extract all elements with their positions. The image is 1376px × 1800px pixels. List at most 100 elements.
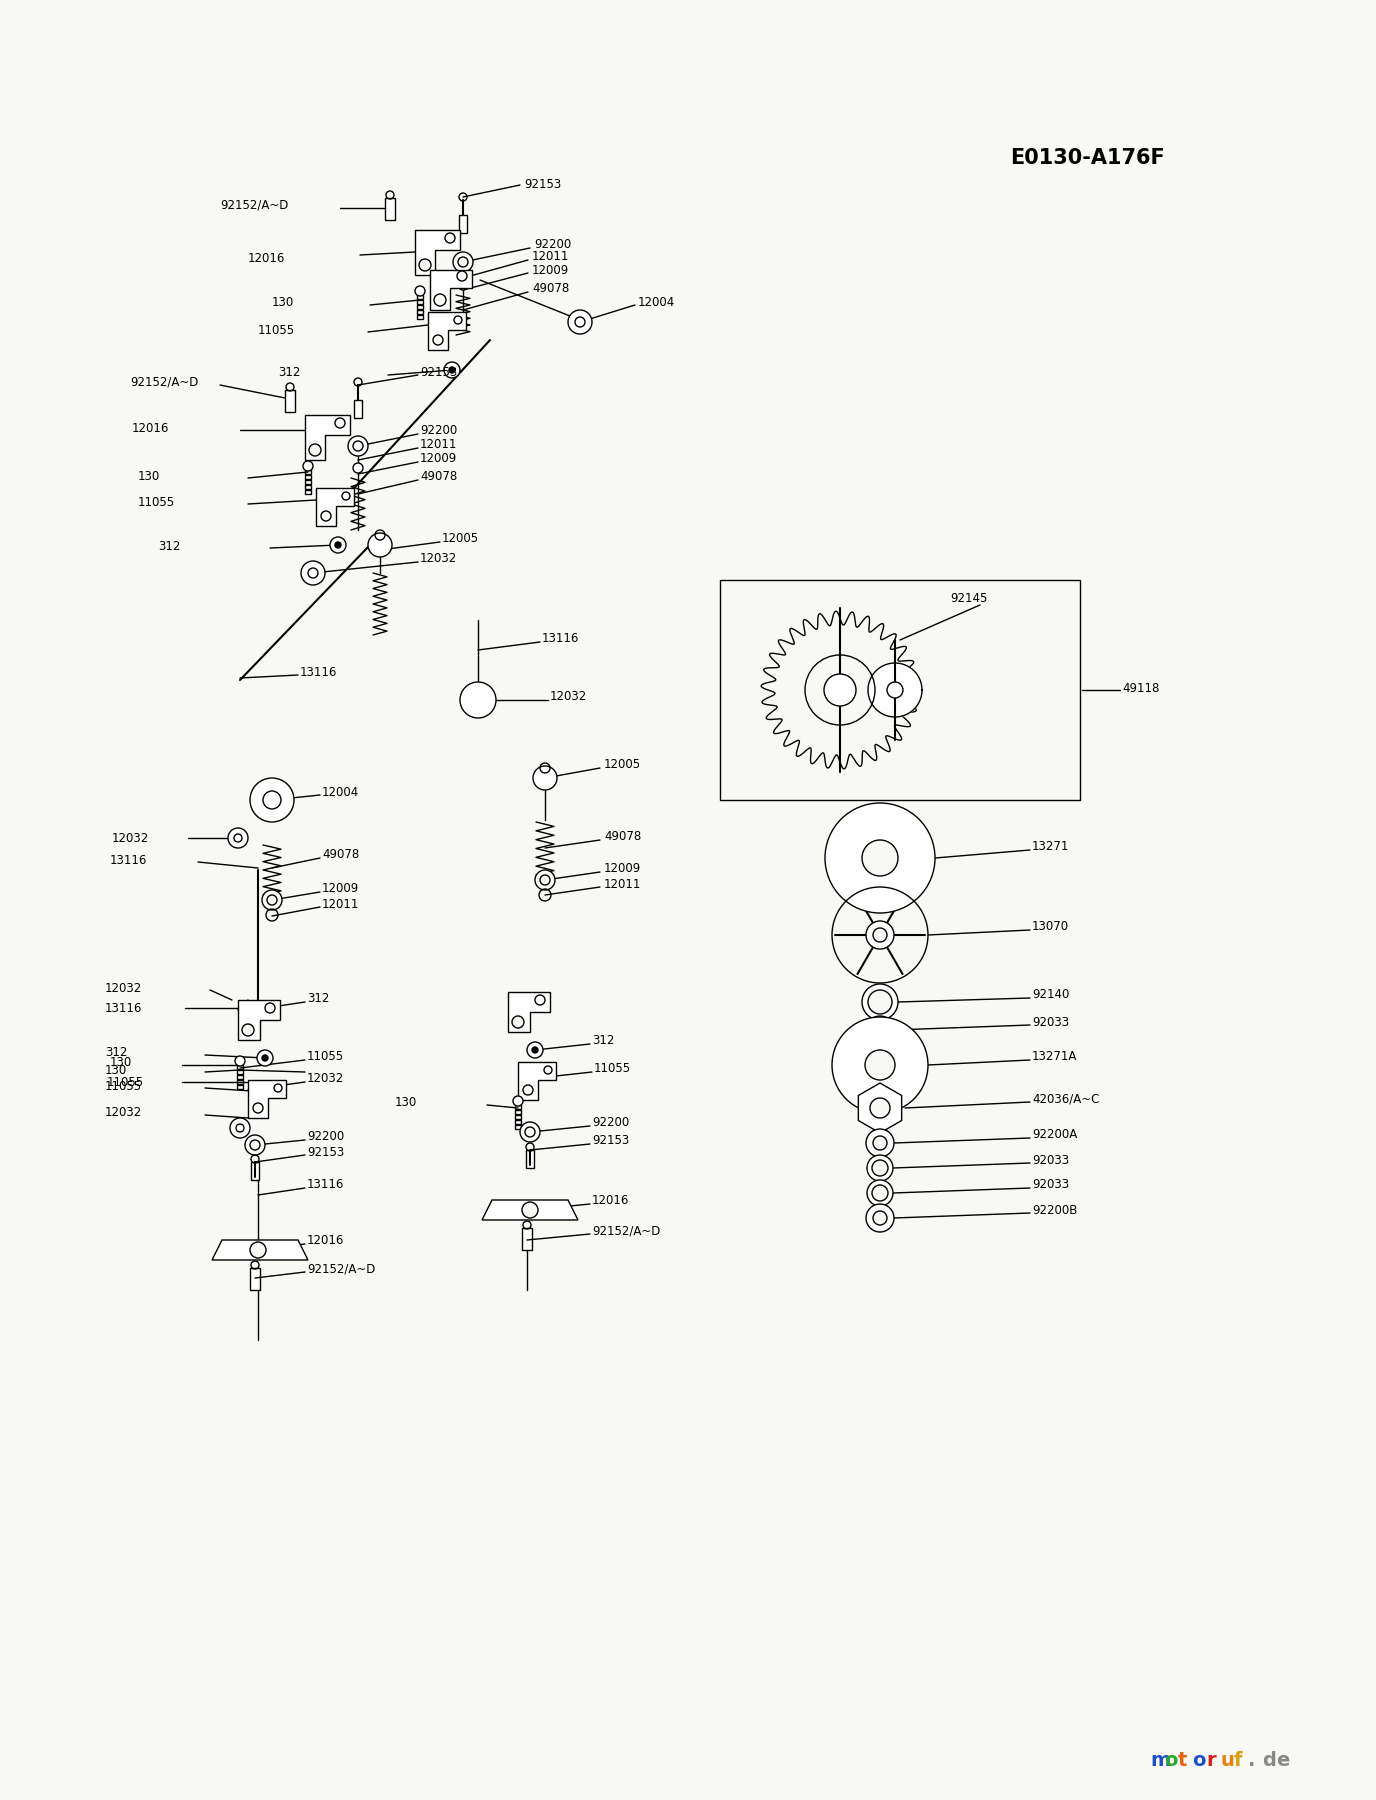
Circle shape xyxy=(522,1202,538,1219)
Bar xyxy=(720,580,1080,799)
Circle shape xyxy=(527,1042,544,1058)
Circle shape xyxy=(334,418,345,428)
Text: 312: 312 xyxy=(592,1035,614,1048)
Text: o: o xyxy=(1164,1750,1178,1769)
Circle shape xyxy=(872,1184,888,1201)
Text: 130: 130 xyxy=(105,1064,127,1076)
Circle shape xyxy=(868,990,892,1013)
Polygon shape xyxy=(429,270,472,310)
Text: m: m xyxy=(1150,1750,1170,1769)
Text: 13116: 13116 xyxy=(542,632,579,646)
Text: 11055: 11055 xyxy=(138,495,175,508)
Bar xyxy=(237,1066,244,1069)
Text: 92145: 92145 xyxy=(949,592,988,605)
Circle shape xyxy=(250,778,294,823)
Text: .: . xyxy=(1248,1750,1255,1769)
Text: 12011: 12011 xyxy=(604,878,641,891)
Text: 312: 312 xyxy=(307,992,329,1006)
Circle shape xyxy=(888,682,903,698)
Text: 12011: 12011 xyxy=(420,439,457,452)
Text: 11055: 11055 xyxy=(594,1062,632,1075)
Text: 130: 130 xyxy=(138,470,160,482)
Text: 13116: 13116 xyxy=(300,666,337,679)
Circle shape xyxy=(460,682,495,718)
Circle shape xyxy=(520,1121,539,1141)
Bar xyxy=(285,391,294,412)
Bar xyxy=(417,301,422,304)
Circle shape xyxy=(867,1181,893,1206)
Text: 12009: 12009 xyxy=(420,452,457,466)
Polygon shape xyxy=(305,416,350,461)
Circle shape xyxy=(343,491,350,500)
Bar xyxy=(237,1069,244,1075)
Circle shape xyxy=(867,1156,893,1181)
Bar xyxy=(385,198,395,220)
Circle shape xyxy=(832,1017,927,1112)
Text: 12016: 12016 xyxy=(132,421,169,434)
Circle shape xyxy=(235,1057,245,1066)
Bar xyxy=(526,1150,534,1168)
Text: 92200A: 92200A xyxy=(1032,1129,1077,1141)
Text: 12005: 12005 xyxy=(604,758,641,772)
Circle shape xyxy=(523,1085,533,1094)
Text: 13116: 13116 xyxy=(110,853,147,866)
Circle shape xyxy=(872,1159,888,1175)
Text: 12016: 12016 xyxy=(592,1195,629,1208)
Text: 11055: 11055 xyxy=(107,1075,144,1089)
Circle shape xyxy=(416,286,425,295)
Text: 92153: 92153 xyxy=(592,1134,629,1148)
Text: 312: 312 xyxy=(278,367,300,380)
Bar xyxy=(417,315,422,319)
Circle shape xyxy=(512,1015,524,1028)
Text: 12011: 12011 xyxy=(322,898,359,911)
Circle shape xyxy=(433,293,446,306)
Text: u: u xyxy=(1221,1750,1234,1769)
Circle shape xyxy=(250,1242,266,1258)
Text: 11055: 11055 xyxy=(307,1051,344,1064)
Text: 92140: 92140 xyxy=(1032,988,1069,1001)
Text: 12004: 12004 xyxy=(322,785,359,799)
Circle shape xyxy=(303,461,312,472)
Text: E0130-A176F: E0130-A176F xyxy=(1010,148,1164,167)
Text: 12032: 12032 xyxy=(105,1107,142,1120)
Circle shape xyxy=(861,841,899,877)
Circle shape xyxy=(826,803,936,913)
Text: 13116: 13116 xyxy=(105,1001,142,1015)
Circle shape xyxy=(354,441,363,452)
Circle shape xyxy=(866,1049,894,1080)
Circle shape xyxy=(444,362,460,378)
Text: f: f xyxy=(1234,1750,1243,1769)
Circle shape xyxy=(330,536,345,553)
Circle shape xyxy=(367,533,392,556)
Text: 130: 130 xyxy=(272,295,294,308)
Text: e: e xyxy=(1276,1750,1289,1769)
Circle shape xyxy=(526,1127,535,1138)
Text: 92200B: 92200B xyxy=(1032,1204,1077,1217)
Text: t: t xyxy=(1178,1750,1187,1769)
Circle shape xyxy=(513,1096,523,1105)
Circle shape xyxy=(458,281,468,290)
Text: 49078: 49078 xyxy=(533,283,570,295)
Circle shape xyxy=(433,335,443,346)
Text: 49078: 49078 xyxy=(420,470,457,484)
Text: 12032: 12032 xyxy=(111,832,149,844)
Circle shape xyxy=(866,1204,894,1231)
Bar xyxy=(515,1114,522,1120)
Bar xyxy=(305,481,311,484)
Polygon shape xyxy=(238,1001,279,1040)
Circle shape xyxy=(544,1066,552,1075)
Circle shape xyxy=(535,995,545,1004)
Circle shape xyxy=(420,259,431,272)
Bar xyxy=(522,1228,533,1249)
Circle shape xyxy=(533,767,557,790)
Text: 92153: 92153 xyxy=(307,1145,344,1159)
Text: 49078: 49078 xyxy=(604,830,641,844)
Text: 92200: 92200 xyxy=(307,1130,344,1143)
Text: d: d xyxy=(1262,1750,1276,1769)
Circle shape xyxy=(444,232,455,243)
Text: 92152/A~D: 92152/A~D xyxy=(129,376,198,389)
Text: 12032: 12032 xyxy=(420,553,457,565)
Text: 12032: 12032 xyxy=(307,1073,344,1085)
Circle shape xyxy=(870,1098,890,1118)
Circle shape xyxy=(533,1048,538,1053)
